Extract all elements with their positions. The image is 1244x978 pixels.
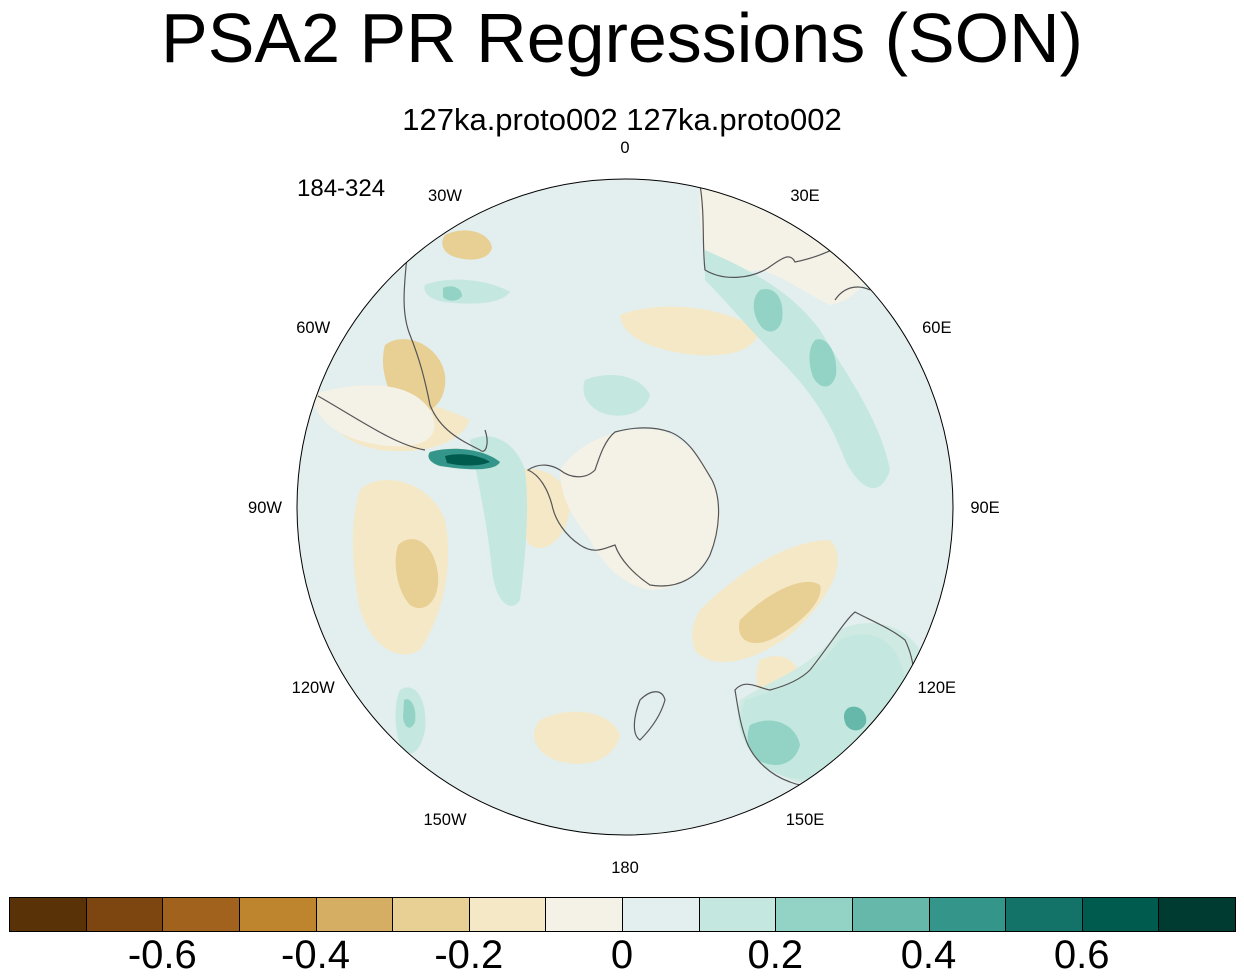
colorbar-tick-label: -0.4	[281, 933, 350, 977]
new-zealand-coast	[633, 691, 666, 741]
longitude-label: 60W	[296, 319, 330, 337]
anomaly-patch-pos	[747, 720, 800, 765]
south-america-land	[310, 385, 435, 447]
colorbar-tick-label: -0.6	[127, 933, 197, 977]
longitude-label: 30E	[790, 187, 819, 205]
negative-anomalies	[330, 230, 838, 764]
africa-coast	[699, 184, 866, 278]
colorbar-swatch	[1081, 897, 1160, 932]
colorbar-swatch	[545, 897, 623, 932]
anomaly-patch-neg	[395, 539, 439, 609]
colorbar-tick-label: 0.4	[900, 933, 957, 977]
colorbar-swatch	[468, 897, 547, 932]
anomaly-patch-pos	[753, 289, 783, 332]
colorbar-tick-label: 0.2	[747, 933, 804, 977]
longitude-label: 90E	[970, 499, 999, 517]
anomaly-patch-pos	[403, 699, 416, 728]
anomaly-patch-neg	[620, 306, 760, 356]
plot-title: PSA2 PR Regressions (SON)	[161, 0, 1083, 77]
colorbar-swatch	[775, 897, 853, 932]
colorbar-swatch	[1005, 897, 1083, 932]
longitude-label: 90W	[248, 499, 282, 517]
colorbar-swatch	[698, 897, 777, 932]
longitude-label: 120E	[918, 679, 957, 697]
anomaly-patch-pos	[470, 436, 528, 606]
longitude-label: 150W	[423, 811, 467, 829]
colorbar-swatch	[85, 897, 164, 932]
longitude-label: 150E	[786, 811, 825, 829]
longitude-label: 60E	[922, 319, 951, 337]
longitude-label: 30W	[428, 187, 462, 205]
anomaly-patch-pos	[583, 375, 650, 416]
colorbar-tick-label: -0.2	[434, 933, 504, 977]
colorbar-swatch	[622, 897, 700, 932]
anomaly-patch-pos	[705, 250, 890, 489]
antarctica-coast	[526, 427, 720, 587]
longitude-label: 120W	[292, 679, 336, 697]
longitude-labels: 0 30E 60E 90E 120E 150E 180 150W 120W 90W 60W 30W	[248, 139, 1000, 877]
colorbar-swatch	[1158, 897, 1236, 932]
plot-subtitle: 127ka.proto002 127ka.proto002	[402, 102, 842, 137]
colorbar-swatch	[851, 897, 930, 932]
colorbar-swatch	[9, 897, 87, 932]
anomaly-patch-pos	[443, 286, 462, 301]
period-label: 184-324	[297, 175, 386, 202]
longitude-label: 0	[620, 139, 629, 157]
anomaly-patch-neg	[516, 469, 570, 549]
map-field	[297, 179, 953, 835]
longitude-label: 180	[611, 859, 639, 877]
anomaly-patch-neg	[534, 711, 620, 764]
anomaly-patch-pos	[809, 339, 837, 387]
madagascar-coast	[834, 286, 871, 301]
south-america-coast	[403, 244, 488, 452]
colorbar-tick-label: 0.6	[1053, 933, 1110, 977]
colorbar-swatch	[315, 897, 394, 932]
map-boundary	[296, 178, 954, 836]
colorbar-swatch	[392, 897, 470, 932]
anomaly-patch-neg	[442, 230, 492, 260]
south-america-west-coast	[317, 395, 426, 451]
colorbar-swatch	[238, 897, 317, 932]
anomaly-patch-pos	[445, 454, 490, 466]
colorbar-swatch	[928, 897, 1007, 932]
colorbar	[9, 897, 1236, 932]
anomaly-patch-neg	[739, 581, 821, 644]
colorbar-swatch	[162, 897, 240, 932]
colorbar-tick-label: 0	[610, 933, 634, 977]
anomaly-patch-pos	[843, 706, 867, 731]
